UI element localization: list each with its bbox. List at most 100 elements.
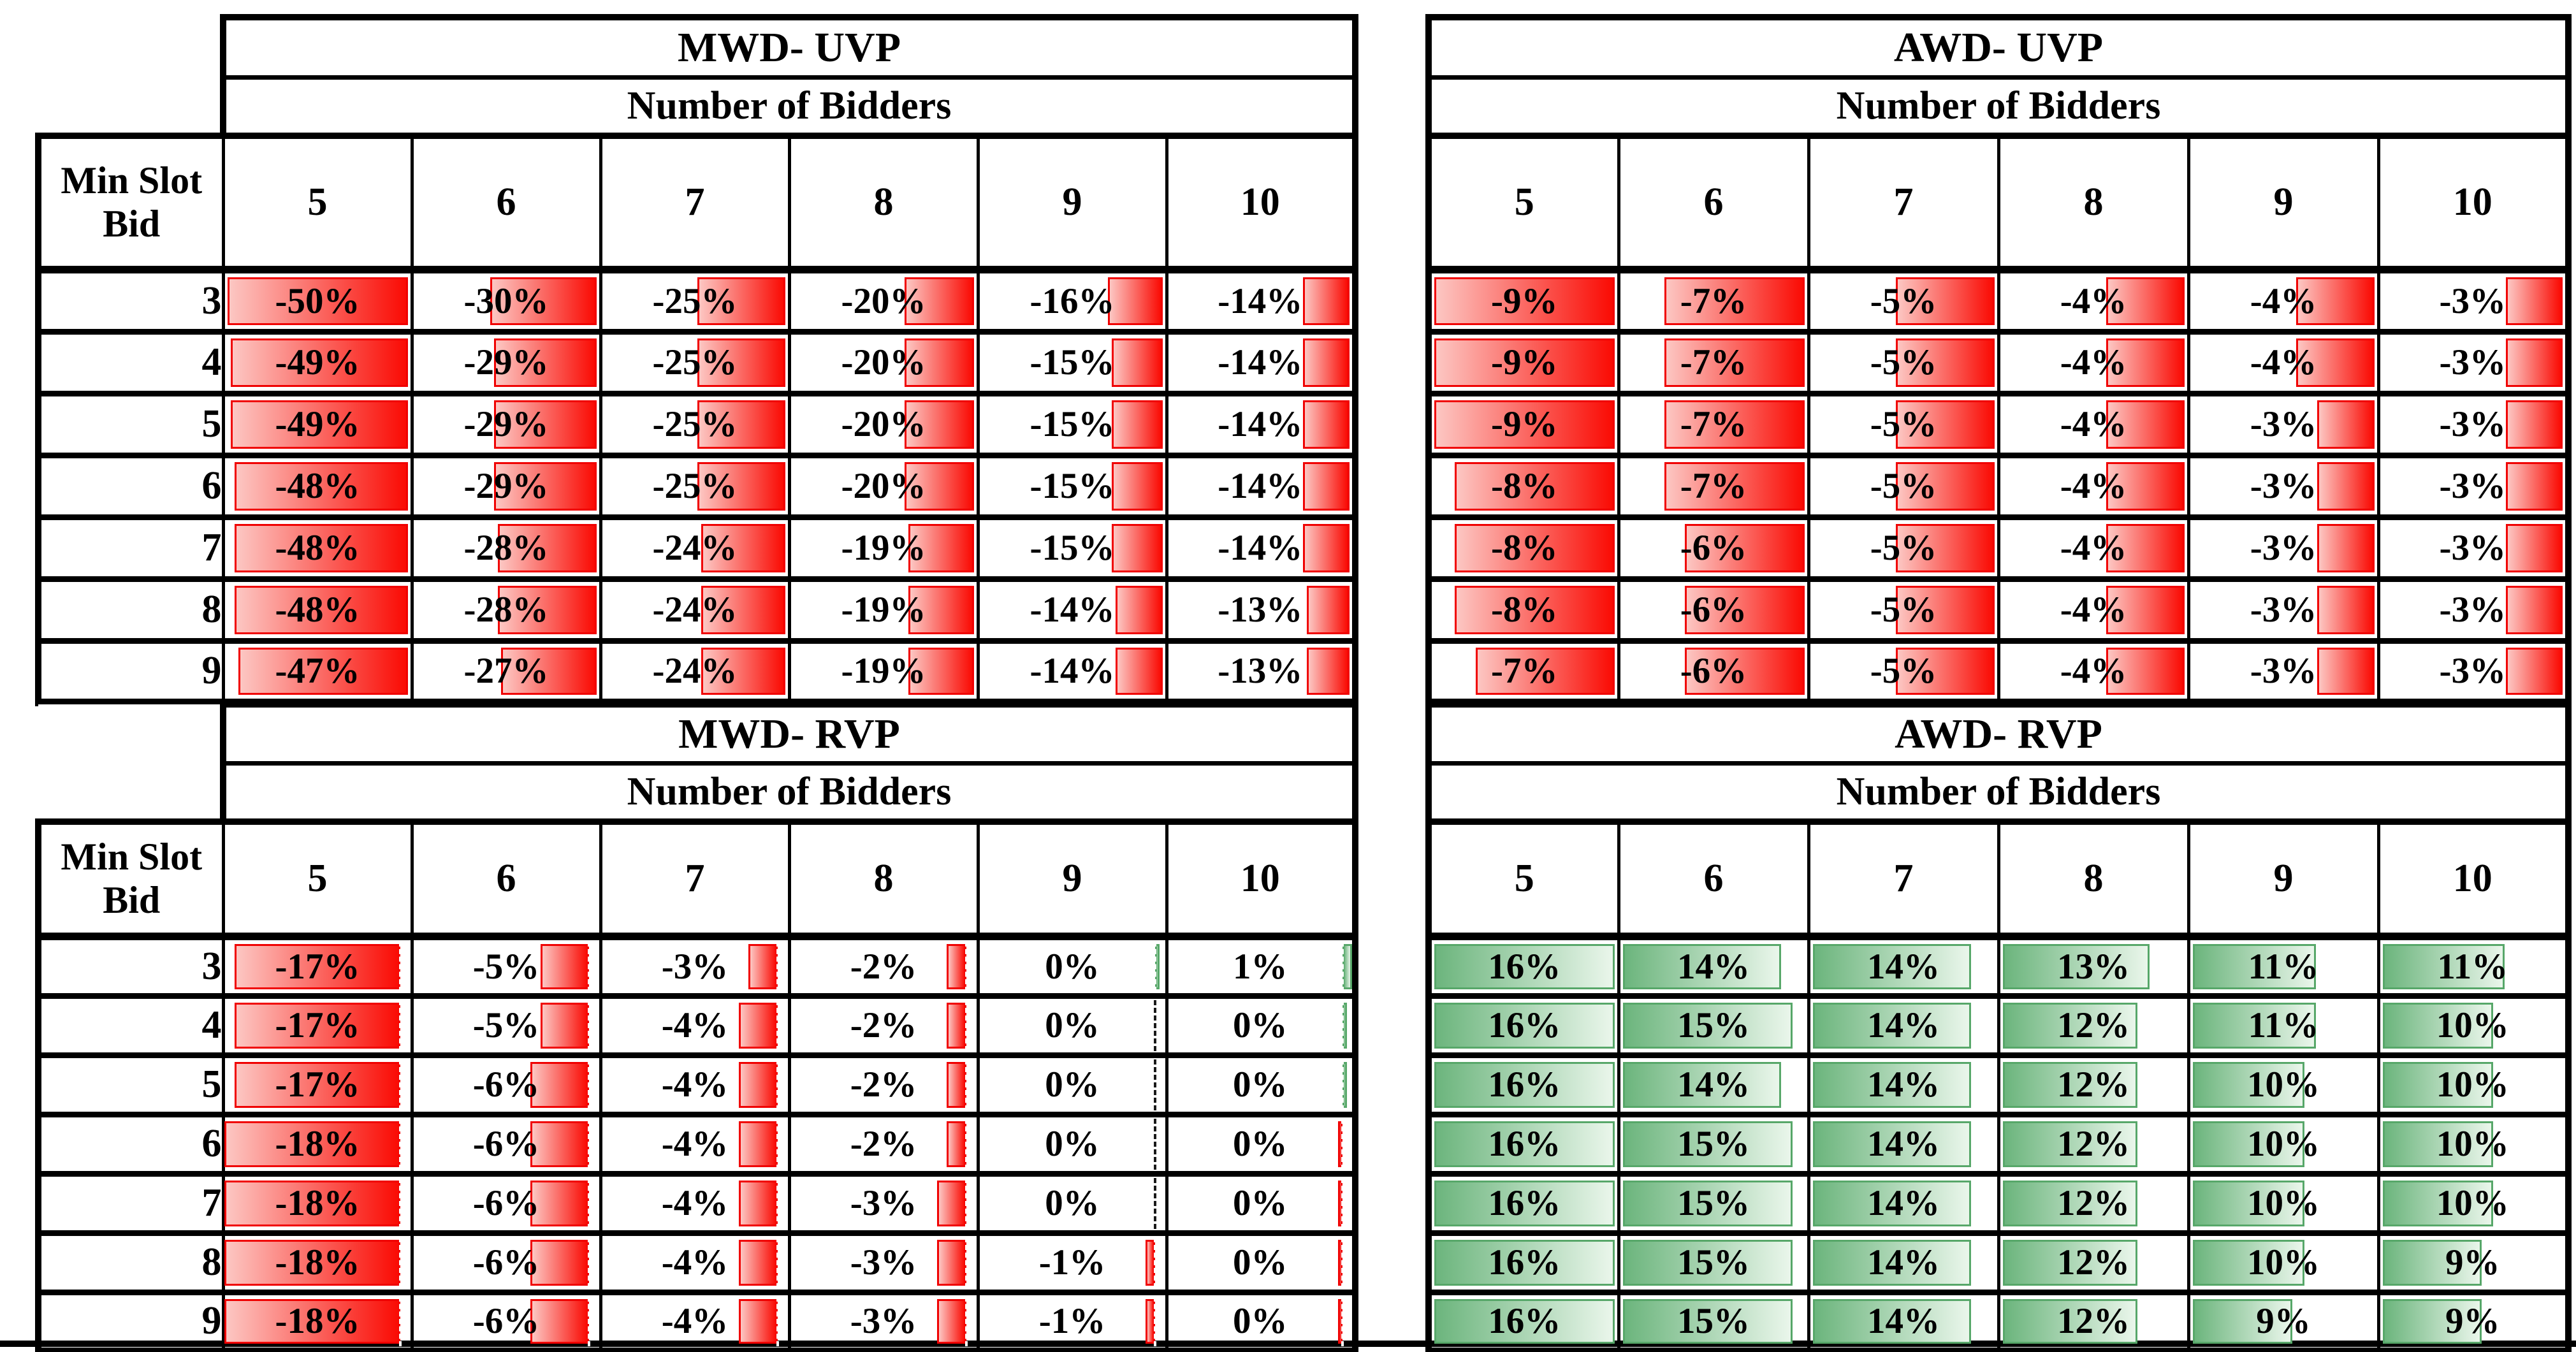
data-cell: -3% — [2376, 637, 2572, 706]
cell-value: -14% — [1218, 342, 1303, 382]
zero-axis-line — [588, 1118, 591, 1170]
cell-value: -9% — [1491, 342, 1558, 382]
cell-value: 12% — [2057, 1124, 2130, 1164]
negative-data-bar — [235, 523, 408, 572]
cell-value: -24% — [652, 528, 738, 568]
cell-value: -4% — [2060, 280, 2127, 321]
cell-value: 0% — [1233, 1065, 1288, 1105]
empty-corner-spacer — [38, 704, 223, 763]
cell-value: -20% — [841, 466, 926, 506]
positive-data-bar — [1434, 1121, 1615, 1167]
cell-value: -3% — [2439, 466, 2506, 506]
negative-data-bar — [2506, 400, 2563, 449]
cell-value: 10% — [2436, 1065, 2509, 1105]
cell-value: 12% — [2057, 1183, 2130, 1223]
cell-value: -6% — [472, 1242, 540, 1283]
data-cell: 10% — [2187, 1230, 2380, 1295]
cell-value: -9% — [1491, 280, 1558, 321]
negative-data-bar — [738, 1298, 778, 1344]
cell-value: -18% — [275, 1124, 360, 1164]
cell-value: -47% — [275, 651, 360, 692]
data-cell: -4% — [2187, 266, 2380, 335]
data-cell: 12% — [1997, 992, 2190, 1058]
data-cell: -49% — [221, 390, 414, 458]
cell-value: -4% — [661, 1065, 729, 1105]
cell-value: -3% — [2439, 404, 2506, 444]
positive-data-bar — [2192, 1298, 2293, 1344]
cell-value: -5% — [1870, 280, 1937, 321]
cell-value: -8% — [1491, 590, 1558, 630]
cell-value: -20% — [841, 404, 926, 444]
column-header: 5 — [221, 818, 414, 940]
negative-data-bar — [493, 462, 597, 511]
positive-data-bar — [2192, 1239, 2304, 1286]
negative-data-bar — [2106, 338, 2185, 387]
data-cell: -18% — [221, 1230, 414, 1295]
zero-axis-line — [588, 1059, 591, 1110]
negative-data-bar — [738, 1061, 778, 1108]
data-cell: -48% — [221, 514, 414, 582]
cell-value: -3% — [2439, 590, 2506, 630]
data-cell: -4% — [599, 992, 791, 1058]
cell-value: 11% — [2248, 1005, 2319, 1045]
cell-value: -1% — [1038, 1301, 1106, 1342]
data-cell: -3% — [2187, 576, 2380, 644]
cell-value: -19% — [841, 528, 926, 568]
data-cell: 14% — [1807, 1111, 2000, 1177]
column-header: 6 — [1617, 818, 1810, 940]
cell-value: -4% — [2060, 466, 2127, 506]
negative-data-bar — [540, 1002, 590, 1049]
table-subtitle: Number of Bidders — [1425, 75, 2572, 139]
column-header: 9 — [2187, 133, 2380, 273]
data-cell: 0% — [976, 1052, 1168, 1117]
cell-value: -3% — [850, 1242, 917, 1283]
cell-value: 16% — [1488, 1183, 1561, 1223]
negative-data-bar — [1108, 277, 1163, 325]
positive-data-bar — [2002, 1061, 2138, 1108]
negative-data-bar — [1303, 338, 1350, 387]
cell-value: 14% — [1867, 946, 1940, 987]
data-cell: -19% — [787, 514, 980, 582]
column-header: 8 — [1997, 818, 2190, 940]
data-cell: 11% — [2187, 933, 2380, 999]
data-cell: -47% — [221, 637, 414, 706]
negative-data-bar — [1112, 523, 1163, 572]
data-cell: -3% — [2187, 637, 2380, 706]
cell-value: -9% — [1491, 404, 1558, 444]
data-cell: 9% — [2376, 1289, 2572, 1352]
cell-value: -3% — [850, 1301, 917, 1342]
positive-data-bar — [1622, 944, 1781, 989]
empty-corner-spacer — [38, 763, 223, 822]
data-cell: -3% — [599, 933, 791, 999]
negative-data-bar — [2296, 338, 2375, 387]
cell-value: 15% — [1677, 1124, 1750, 1164]
positive-data-bar — [1622, 1239, 1793, 1286]
cell-value: 14% — [1677, 1065, 1750, 1105]
data-cell: -15% — [976, 390, 1168, 458]
cell-value: -48% — [275, 528, 360, 568]
cell-value: -7% — [1680, 466, 1747, 506]
row-label: 7 — [35, 1170, 225, 1236]
zero-axis-line — [776, 941, 780, 992]
negative-data-bar — [224, 1121, 401, 1167]
cell-value: 16% — [1488, 1005, 1561, 1045]
data-cell: 9% — [2376, 1230, 2572, 1295]
cell-value: -3% — [2439, 651, 2506, 692]
cell-value: 13% — [2057, 946, 2130, 987]
negative-data-bar — [1685, 523, 1805, 572]
column-header: 6 — [1617, 133, 1810, 273]
negative-data-bar — [937, 1180, 967, 1226]
cell-value: -5% — [1870, 651, 1937, 692]
cell-value: 10% — [2247, 1124, 2320, 1164]
data-cell: 10% — [2376, 1052, 2572, 1117]
cell-value: 10% — [2247, 1183, 2320, 1223]
cell-value: 14% — [1867, 1242, 1940, 1283]
column-header: 8 — [787, 133, 980, 273]
column-header: 9 — [976, 133, 1168, 273]
negative-data-bar — [490, 277, 597, 325]
cell-value: -15% — [1030, 466, 1115, 506]
data-cell: -6% — [1617, 576, 1810, 644]
zero-axis-line — [776, 1118, 780, 1170]
positive-data-bar — [2382, 1239, 2482, 1286]
cell-value: -5% — [472, 946, 540, 987]
